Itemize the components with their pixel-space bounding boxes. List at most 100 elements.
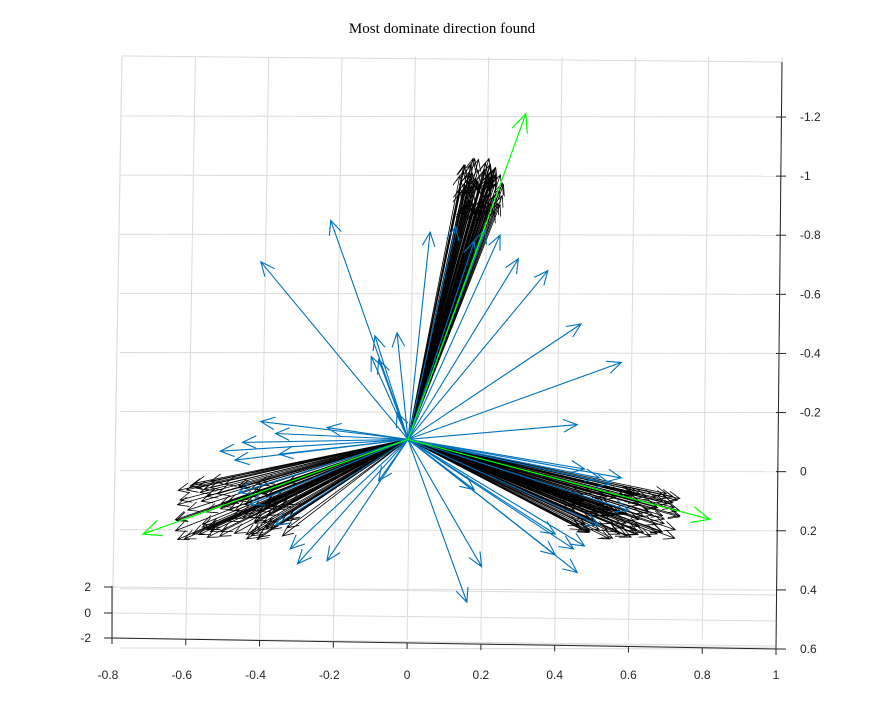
y-tick-label: -0.4 [800,346,821,360]
grid-line-x [701,56,710,641]
blue-arrow [259,416,409,440]
black-arrow [407,163,468,440]
z-tick-label: 2 [84,580,91,594]
blue-arrow [407,323,583,440]
grid-line-y [119,647,780,650]
x-tick-label: -0.2 [319,668,340,682]
black-arrow [407,439,645,534]
black-arrow [407,209,478,440]
blue-arrow [407,239,477,440]
blue-arrow [407,438,476,491]
x-tick-label: 0.8 [694,668,711,682]
black-arrow [189,439,409,489]
chart-title: Most dominate direction found [349,21,536,37]
grid-line-x [406,56,416,641]
blue-arrow [407,438,601,526]
blue-arrow [407,438,586,474]
y-axis-line [775,61,783,650]
y-tick-label: -1.2 [800,110,821,124]
black-arrow [407,439,639,536]
blue-arrow [407,360,623,440]
blue-arrow [407,257,520,440]
x-tick-label: 0.2 [473,668,490,682]
dominant-arrow [407,112,528,440]
black-arrow [280,439,409,508]
blue-arrow [407,439,483,568]
grid-line-x [111,56,123,641]
blue-quiver-series [218,219,631,604]
y-tick-label: 0.2 [800,524,817,538]
blue-arrow [289,438,409,550]
x-tick-label: -0.6 [171,668,192,682]
black-quiver-series [174,157,681,541]
black-arrow [174,439,409,532]
black-arrow [223,439,409,487]
z-tick-label: 0 [84,606,91,620]
blue-arrow [241,435,409,449]
dominant-arrow [141,438,409,537]
grid-line-y [119,588,780,591]
blue-arrow [218,438,409,458]
grid-line-y [119,174,780,177]
blue-arrow [325,422,409,440]
blue-arrow [407,224,460,440]
blue-arrow [259,260,409,440]
grid-line-x [332,56,343,641]
black-arrow [264,439,409,528]
black-arrow [281,439,409,537]
x-axis-line [111,637,777,650]
blue-arrow [407,438,631,513]
blue-arrow [407,230,436,440]
y-tick-label: -0.6 [800,287,821,301]
blue-arrow [407,439,469,604]
y-tick-label: 0.4 [800,583,817,597]
y-tick-label: 0 [800,465,807,479]
blue-arrow [326,439,409,562]
x-tick-label: 0 [404,668,411,682]
grid-line-y [119,529,780,532]
z-tick-label: -2 [80,631,91,645]
black-arrow [407,439,668,506]
y-tick-label: -0.8 [800,228,821,242]
black-arrow [407,439,591,532]
tick-labels: -0.8 -0.6 -0.4 -0.2 0 0.2 0.4 0.6 0.8 1 -1.2 -1 -0.8… [80,110,821,682]
blue-arrow [407,418,579,440]
x-tick-label: 0.6 [620,668,637,682]
blue-arrow [376,358,409,440]
dominant-arrow [407,438,712,524]
x-tick-label: 1 [773,668,780,682]
x-tick-label: -0.8 [98,668,119,682]
y-tick-label: -0.2 [800,406,821,420]
blue-arrow [407,438,601,482]
grid-line-x [185,56,196,641]
grid-line-x [480,56,490,641]
grid-line-y [119,351,780,354]
grid-line-y [119,115,780,118]
blue-arrow [407,438,575,550]
black-arrow [407,439,587,525]
blue-arrow [274,427,409,441]
blue-arrow [237,438,409,496]
grid-line-z [111,586,777,596]
blue-arrow [372,334,409,440]
grid-line-x [259,56,270,641]
grid-line-z [111,612,777,622]
blue-arrow [274,438,409,526]
black-arrow [286,439,409,529]
x-tick-label: 0.4 [546,668,563,682]
axes-layer [104,61,786,655]
blue-arrow [407,438,586,547]
blue-arrow [407,438,612,488]
blue-arrow [407,269,549,440]
grid-line-x [627,56,636,641]
blue-arrow [395,411,409,440]
dominant-direction-series [141,112,712,537]
blue-arrow [233,438,409,466]
x-tick-label: -0.4 [245,668,266,682]
y-tick-label: 0.6 [800,642,817,656]
black-arrow [407,194,504,440]
black-arrow [407,439,664,534]
black-arrow [407,177,478,440]
y-tick-label: -1 [800,169,811,183]
